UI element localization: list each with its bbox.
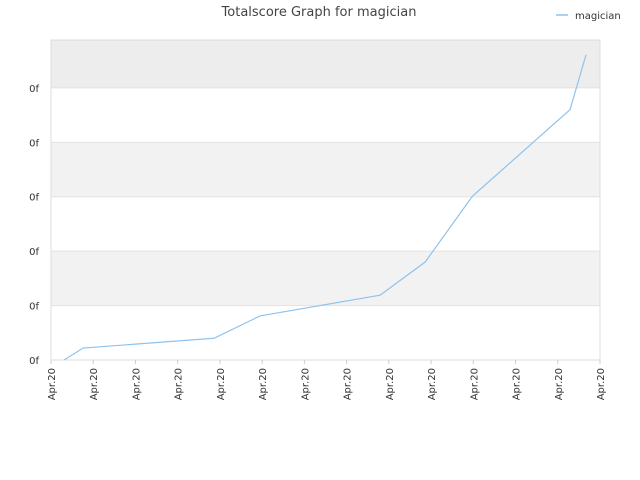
y-tick-label: 0f xyxy=(29,247,39,258)
x-tick-label: Apr.20 xyxy=(174,368,185,400)
x-tick-label: Apr.20 xyxy=(427,368,438,400)
plot-band xyxy=(51,40,600,88)
x-tick-label: Apr.20 xyxy=(300,368,311,400)
y-tick-label: 0f xyxy=(29,356,39,367)
plot-band xyxy=(51,305,600,360)
x-tick-label: Apr.20 xyxy=(89,368,100,400)
x-tick-label: Apr.20 xyxy=(596,368,607,400)
x-tick-label: Apr.20 xyxy=(343,368,354,400)
series-line xyxy=(63,54,587,361)
legend-label: magician xyxy=(575,11,621,22)
chart-title: Totalscore Graph for magician xyxy=(221,5,417,20)
x-tick-label: Apr.20 xyxy=(385,368,396,400)
y-tick-label: 0f xyxy=(29,138,39,149)
plot-band xyxy=(51,251,600,306)
plot-band xyxy=(51,196,600,252)
plot-band xyxy=(51,87,600,143)
plot-border xyxy=(50,39,601,361)
x-tick-label: Apr.20 xyxy=(554,368,565,400)
y-tick-label: 0f xyxy=(29,193,39,204)
y-tick-label: 0f xyxy=(29,302,39,313)
x-tick-label: Apr.20 xyxy=(512,368,523,400)
y-tick-label: 0f xyxy=(29,84,39,95)
x-tick-label: Apr.20 xyxy=(216,368,227,400)
x-tick-label: Apr.20 xyxy=(131,368,142,400)
x-tick-label: Apr.20 xyxy=(258,368,269,400)
x-tick-label: Apr.20 xyxy=(47,368,58,400)
x-tick-label: Apr.20 xyxy=(469,368,480,400)
plot-band xyxy=(51,142,600,197)
